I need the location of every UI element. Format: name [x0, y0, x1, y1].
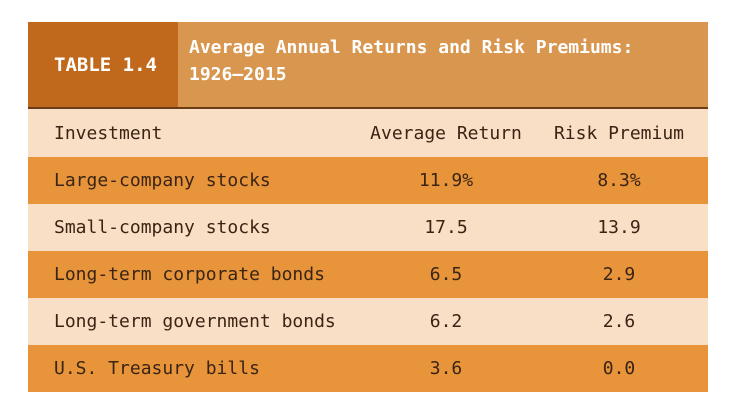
- column-header-row: Investment Average Return Risk Premium: [28, 109, 708, 157]
- table-cell: Long-term corporate bonds: [54, 264, 325, 285]
- table-header: TABLE 1.4 Average Annual Returns and Ris…: [28, 22, 708, 109]
- table-cell: 3.6: [429, 358, 463, 379]
- table-title-box: Average Annual Returns and Risk Premiums…: [178, 22, 708, 107]
- column-header: Average Return: [370, 122, 522, 144]
- table-cell: Long-term government bonds: [54, 311, 336, 332]
- table-row: Long-term government bonds 6.2 2.6: [28, 298, 708, 345]
- table-row: Long-term corporate bonds 6.5 2.9: [28, 251, 708, 298]
- table-cell: 11.9%: [418, 170, 474, 191]
- table-cell: 0.0: [602, 358, 636, 379]
- table-cell: Large-company stocks: [54, 170, 271, 191]
- table-cell: 13.9: [597, 217, 641, 238]
- table-cell: 8.3%: [597, 170, 641, 191]
- table-body: Large-company stocks 11.9% 8.3% Small-compa…: [28, 157, 708, 392]
- table-cell: 2.9: [602, 264, 636, 285]
- table-cell: 2.6: [602, 311, 636, 332]
- table-title: Average Annual Returns and Risk Premiums…: [189, 37, 634, 85]
- column-header: Risk Premium: [553, 122, 685, 144]
- column-header: Investment: [54, 122, 163, 144]
- table-card: TABLE 1.4 Average Annual Returns and Ris…: [28, 22, 708, 392]
- table-cell: 6.2: [429, 311, 463, 332]
- table-cell: 6.5: [429, 264, 463, 285]
- table-cell: U.S. Treasury bills: [54, 358, 260, 379]
- table-row: Small-company stocks 17.5 13.9: [28, 204, 708, 251]
- table-cell: 17.5: [424, 217, 468, 238]
- table-label: TABLE 1.4: [28, 22, 178, 107]
- table-row: Large-company stocks 11.9% 8.3%: [28, 157, 708, 204]
- table-row: U.S. Treasury bills 3.6 0.0: [28, 345, 708, 392]
- table-cell: Small-company stocks: [54, 217, 271, 238]
